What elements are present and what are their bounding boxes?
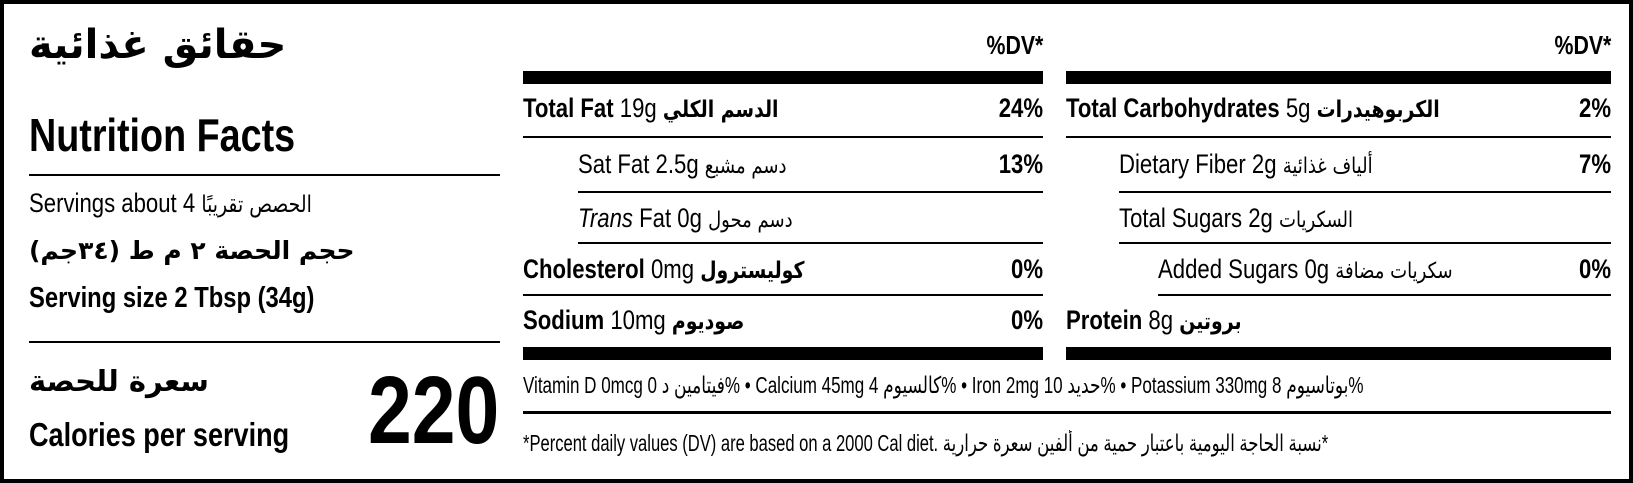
calories-value: 220: [368, 357, 500, 464]
title-arabic: حقائق غذائية: [29, 22, 287, 68]
rule: [578, 191, 1043, 193]
calories-label-arabic: سعرة للحصة: [29, 364, 209, 398]
rule: [523, 136, 1043, 138]
thick-rule: [523, 347, 1043, 360]
thick-rule: [523, 71, 1043, 84]
rule: [523, 411, 1611, 414]
row-added-sugars: Added Sugars 0g سكريات مضافة 0%: [1158, 254, 1611, 284]
servings-per-container: Servings about 4 الحصص تقريبًا: [29, 188, 312, 218]
serving-size-english: Serving size 2 Tbsp (34g): [29, 282, 315, 314]
nutrient-table-right: %DV* Total Carbohydrates 5g الكربوهيدرات…: [1066, 0, 1611, 483]
divider: [29, 341, 500, 343]
divider: [29, 174, 500, 176]
row-sat-fat: Sat Fat 2.5g دسم مشبع 13%: [578, 149, 1043, 179]
nutrient-table-left: %DV* Total Fat 19g الدسم الكلي 24% Sat Fa…: [523, 0, 1043, 483]
row-total-carbohydrates: Total Carbohydrates 5g الكربوهيدرات 2%: [1066, 93, 1611, 123]
rule: [1066, 136, 1611, 138]
calories-label-english: Calories per serving: [29, 416, 290, 453]
title-english: Nutrition Facts: [29, 109, 296, 161]
row-trans-fat: Trans Fat 0g دسم محول: [578, 203, 793, 233]
serving-size-arabic: حجم الحصة ٢ م ط (٣٤جم): [29, 236, 355, 265]
row-total-sugars: Total Sugars 2g السكريات: [1119, 203, 1354, 233]
rule: [578, 242, 1043, 244]
row-total-fat: Total Fat 19g الدسم الكلي 24%: [523, 93, 1043, 123]
dv-header: %DV*: [986, 30, 1043, 60]
rule: [1158, 294, 1611, 296]
row-dietary-fiber: Dietary Fiber 2g ألياف غذائية 7%: [1119, 149, 1611, 179]
footnote: *Percent daily values (DV) are based on …: [523, 430, 1329, 456]
row-protein: Protein 8g بروتين: [1066, 305, 1242, 335]
row-sodium: Sodium 10mg صوديوم 0%: [523, 305, 1043, 335]
row-cholesterol: Cholesterol 0mg كوليسترول 0%: [523, 254, 1043, 284]
dv-header: %DV*: [1554, 30, 1611, 60]
rule: [1119, 242, 1611, 244]
thick-rule: [1066, 347, 1611, 360]
rule: [1119, 191, 1611, 193]
rule: [523, 294, 1043, 296]
vitamins-minerals: Vitamin D 0mcg فيتامين د 0% • Calcium 45…: [523, 372, 1364, 398]
thick-rule: [1066, 71, 1611, 84]
